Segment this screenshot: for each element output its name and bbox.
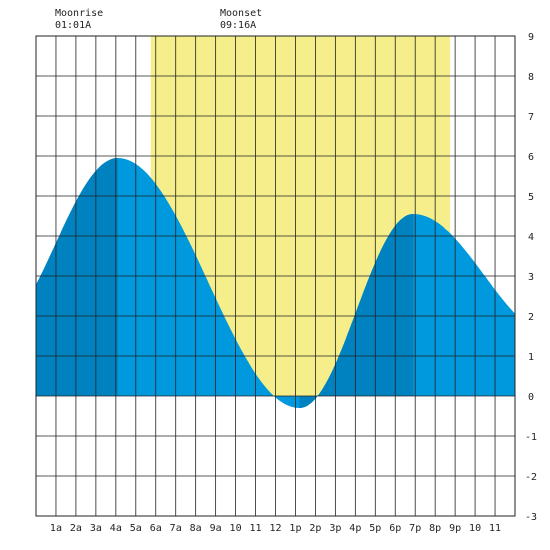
y-tick-label: 8 bbox=[528, 72, 534, 83]
y-tick-label: -1 bbox=[525, 432, 537, 443]
moonrise-time: 01:01A bbox=[55, 20, 91, 31]
y-tick-label: 5 bbox=[528, 192, 534, 203]
x-tick-label: 9a bbox=[210, 523, 222, 534]
x-tick-label: 9p bbox=[449, 523, 461, 534]
x-tick-label: 11 bbox=[250, 523, 262, 534]
tide-rising-band bbox=[36, 158, 118, 396]
y-tick-label: -3 bbox=[525, 512, 537, 523]
x-tick-label: 8a bbox=[190, 523, 202, 534]
y-tick-label: 3 bbox=[528, 272, 534, 283]
x-tick-label: 4a bbox=[110, 523, 122, 534]
x-tick-label: 5a bbox=[130, 523, 142, 534]
x-tick-label: 5p bbox=[369, 523, 381, 534]
x-tick-label: 10 bbox=[469, 523, 481, 534]
x-tick-label: 1a bbox=[50, 523, 62, 534]
y-tick-label: 4 bbox=[528, 232, 534, 243]
y-tick-label: 1 bbox=[528, 352, 534, 363]
x-tick-label: 8p bbox=[429, 523, 441, 534]
y-tick-label: 9 bbox=[528, 32, 534, 43]
x-tick-label: 3a bbox=[90, 523, 102, 534]
x-tick-label: 2p bbox=[309, 523, 321, 534]
plot-border bbox=[35, 35, 516, 517]
y-tick-label: -2 bbox=[525, 472, 537, 483]
y-tick-label: 2 bbox=[528, 312, 534, 323]
y-tick-label: 7 bbox=[528, 112, 534, 123]
y-tick-label: 6 bbox=[528, 152, 534, 163]
tide-rising-band bbox=[299, 214, 414, 408]
x-tick-label: 12 bbox=[269, 523, 281, 534]
moonrise-label: Moonrise bbox=[55, 8, 103, 19]
x-tick-label: 7p bbox=[409, 523, 421, 534]
x-tick-label: 4p bbox=[349, 523, 361, 534]
y-tick-label: 0 bbox=[528, 392, 534, 403]
x-tick-label: 2a bbox=[70, 523, 82, 534]
x-tick-label: 1p bbox=[289, 523, 301, 534]
x-tick-label: 11 bbox=[489, 523, 501, 534]
x-tick-label: 7a bbox=[170, 523, 182, 534]
x-tick-label: 3p bbox=[329, 523, 341, 534]
x-tick-label: 10 bbox=[230, 523, 242, 534]
x-tick-label: 6p bbox=[389, 523, 401, 534]
x-tick-label: 6a bbox=[150, 523, 162, 534]
moonset-label: Moonset bbox=[220, 8, 262, 19]
moonset-time: 09:16A bbox=[220, 20, 256, 31]
